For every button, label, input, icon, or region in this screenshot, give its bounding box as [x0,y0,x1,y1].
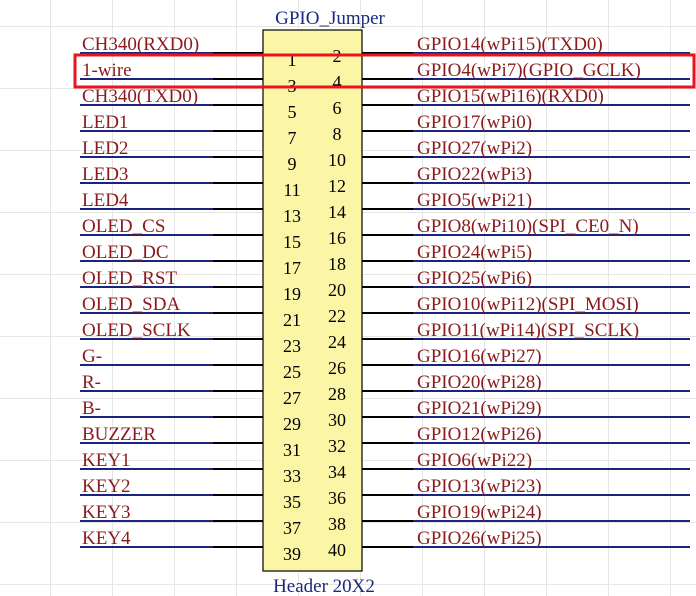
component-title: GPIO_Jumper [275,8,385,29]
right-net-label: GPIO6(wPi22) [417,450,532,471]
pin-number-even: 10 [328,150,346,170]
pin-number-odd: 29 [283,414,301,434]
right-net-label: GPIO11(wPi14)(SPI_SCLK) [417,320,639,341]
pin-number-odd: 11 [283,180,300,200]
header-body [262,29,363,572]
right-net-label: GPIO19(wPi24) [417,502,542,523]
right-net-label: GPIO10(wPi12)(SPI_MOSI) [417,294,639,315]
pin-number-odd: 35 [283,492,301,512]
right-net-label: GPIO5(wPi21) [417,190,532,211]
pin-number-even: 18 [328,254,346,274]
left-net-label: KEY1 [82,450,131,471]
pin-rows: CH340(RXD0) GPIO14(wPi15)(TXD0) 1 2 1-wire GP… [80,34,690,564]
right-net-label: GPIO26(wPi25) [417,528,542,549]
left-net-label: CH340(RXD0) [82,34,199,55]
left-net-label: OLED_SDA [82,294,180,315]
left-net-label: KEY3 [82,502,131,523]
pin-number-even: 26 [328,358,346,378]
pin-number-even: 38 [328,514,346,534]
pin-number-even: 22 [328,306,346,326]
right-net-label: GPIO17(wPi0) [417,112,532,133]
pin-number-even: 20 [328,280,346,300]
right-net-label: GPIO21(wPi29) [417,398,542,419]
left-net-label: LED3 [82,164,128,185]
right-net-label: GPIO4(wPi7)(GPIO_GCLK) [417,60,641,81]
left-net-label: LED4 [82,190,129,211]
right-net-label: GPIO25(wPi6) [417,268,532,289]
left-net-label: OLED_CS [82,216,165,237]
pin-number-odd: 25 [283,362,301,382]
left-net-label: R- [82,372,101,393]
pin-number-odd: 1 [288,50,297,70]
right-net-label: GPIO22(wPi3) [417,164,532,185]
pin-number-odd: 19 [283,284,301,304]
pin-number-odd: 39 [283,544,301,564]
left-net-label: CH340(TXD0) [82,86,198,107]
pin-number-odd: 23 [283,336,301,356]
pin-number-even: 16 [328,228,346,248]
pin-number-even: 4 [333,72,342,92]
pin-number-odd: 17 [283,258,301,278]
right-net-label: GPIO13(wPi23) [417,476,542,497]
pin-number-odd: 31 [283,440,301,460]
pin-number-odd: 9 [288,154,297,174]
highlight-box [73,53,696,89]
pin-number-even: 24 [328,332,346,352]
pin-number-odd: 37 [283,518,301,538]
pin-number-even: 30 [328,410,346,430]
right-net-label: GPIO27(wPi2) [417,138,532,159]
left-net-label: B- [82,398,101,419]
right-net-label: GPIO12(wPi26) [417,424,542,445]
pin-number-odd: 21 [283,310,301,330]
pin-number-odd: 27 [283,388,301,408]
pin-number-even: 12 [328,176,346,196]
right-net-label: GPIO8(wPi10)(SPI_CE0_N) [417,216,639,237]
component-footer: Header 20X2 [273,576,375,596]
pin-number-even: 32 [328,436,346,456]
left-net-label: G- [82,346,102,367]
pin-number-even: 34 [328,462,346,482]
pin-number-odd: 5 [288,102,297,122]
left-net-label: LED2 [82,138,128,159]
left-net-label: 1-wire [82,60,132,81]
pin-number-odd: 13 [283,206,301,226]
right-net-label: GPIO20(wPi28) [417,372,542,393]
pin-number-even: 36 [328,488,346,508]
left-net-label: LED1 [82,112,128,133]
left-net-label: OLED_RST [82,268,177,289]
pin-number-even: 6 [333,98,342,118]
right-net-label: GPIO16(wPi27) [417,346,542,367]
right-net-label: GPIO15(wPi16)(RXD0) [417,86,604,107]
pin-number-odd: 15 [283,232,301,252]
pin-number-even: 40 [328,540,346,560]
right-net-label: GPIO14(wPi15)(TXD0) [417,34,603,55]
left-net-label: OLED_DC [82,242,169,263]
pin-number-odd: 7 [288,128,297,148]
pin-number-even: 28 [328,384,346,404]
right-net-label: GPIO24(wPi5) [417,242,532,263]
left-net-label: BUZZER [82,424,156,445]
pin-number-odd: 33 [283,466,301,486]
pin-number-even: 8 [333,124,342,144]
left-net-label: KEY4 [82,528,131,549]
left-net-label: KEY2 [82,476,131,497]
left-net-label: OLED_SCLK [82,320,191,341]
pin-number-even: 14 [328,202,346,222]
